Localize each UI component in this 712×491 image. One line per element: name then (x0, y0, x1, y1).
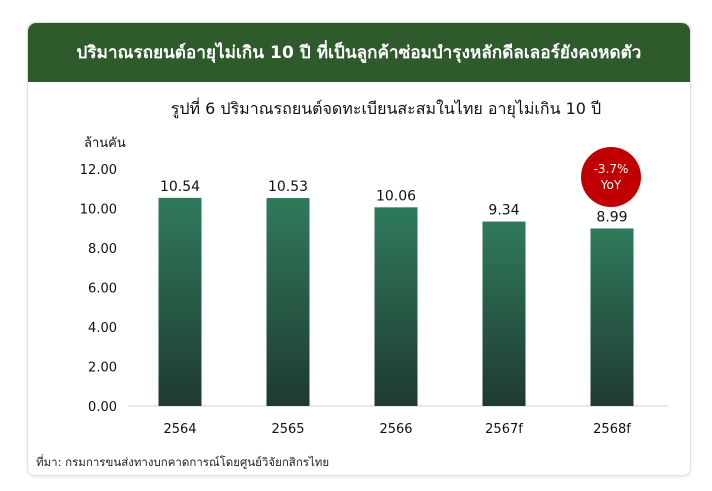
y-axis-label: ล้านคัน (84, 136, 126, 151)
x-tick-label: 2568f (593, 422, 631, 437)
bar-value-label: 9.34 (488, 203, 519, 219)
bar (482, 221, 526, 406)
y-tick-label: 4.00 (88, 321, 117, 336)
bar-value-label: 10.53 (268, 179, 308, 195)
x-axis: 2564 2565 2566 2567f 2568f (163, 422, 631, 437)
yoy-badge-label: YoY (600, 178, 622, 192)
y-tick-label: 0.00 (88, 400, 117, 415)
yoy-badge-circle (581, 147, 641, 207)
bar (374, 207, 418, 406)
y-axis: 0.00 2.00 4.00 6.00 8.00 10.00 12.00 (80, 163, 117, 415)
chart-card: ปริมาณรถยนต์อายุไม่เกิน 10 ปี ที่เป็นลูก… (27, 22, 691, 476)
bars (128, 197, 668, 407)
x-tick-label: 2566 (379, 422, 412, 437)
y-tick-label: 12.00 (80, 163, 117, 178)
bar-chart: รูปที่ 6 ปริมาณรถยนต์จดทะเบียนสะสมในไทย … (80, 97, 668, 437)
yoy-badge: -3.7% YoY (581, 147, 641, 207)
source-note: ที่มา: กรมการขนส่งทางบกคาดการณ์โดยศูนย์ว… (36, 455, 330, 469)
bar (266, 198, 310, 406)
x-tick-label: 2567f (485, 422, 523, 437)
bar-value-label: 10.54 (160, 179, 200, 195)
y-tick-label: 8.00 (88, 242, 117, 257)
value-labels: 10.54 10.53 10.06 9.34 8.99 (160, 179, 628, 226)
bar-value-label: 8.99 (596, 209, 627, 225)
bar (590, 228, 634, 406)
y-tick-label: 10.00 (80, 203, 117, 218)
bar-value-label: 10.06 (376, 188, 416, 204)
y-tick-label: 2.00 (88, 361, 117, 376)
x-tick-label: 2564 (163, 422, 196, 437)
y-tick-label: 6.00 (88, 282, 117, 297)
bar (158, 197, 202, 406)
x-tick-label: 2565 (271, 422, 304, 437)
header-title: ปริมาณรถยนต์อายุไม่เกิน 10 ปี ที่เป็นลูก… (28, 23, 690, 82)
yoy-badge-value: -3.7% (594, 162, 629, 176)
chart-title: รูปที่ 6 ปริมาณรถยนต์จดทะเบียนสะสมในไทย … (171, 97, 601, 119)
